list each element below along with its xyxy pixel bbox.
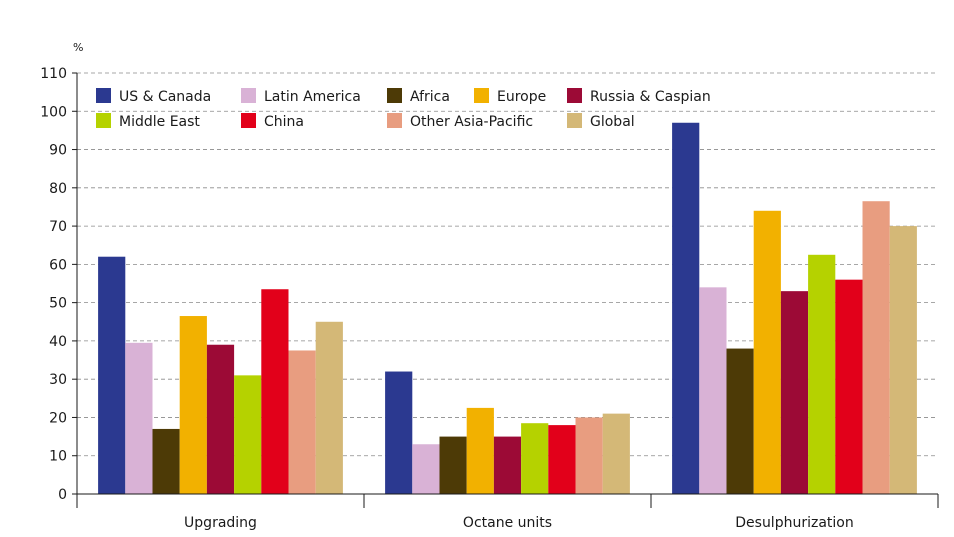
y-ticks: 0 10 20 30 40 50 60 70 80 90 100 110 (40, 66, 77, 503)
bar (575, 417, 603, 494)
y-tick-label: 80 (49, 181, 67, 197)
bar (753, 210, 781, 495)
bar (234, 375, 262, 494)
legend-swatch (474, 88, 489, 103)
legend-label: Africa (410, 89, 450, 105)
bar (261, 289, 289, 494)
bar (889, 226, 917, 494)
x-category-label: Upgrading (184, 515, 257, 531)
legend-swatch (241, 113, 256, 128)
bar (179, 316, 207, 494)
y-tick-label: 100 (40, 104, 67, 120)
x-category-label: Octane units (463, 515, 552, 531)
legend-label: Latin America (264, 89, 361, 105)
bar (315, 321, 343, 494)
bars (98, 122, 917, 495)
bar (699, 287, 727, 494)
x-categories: Upgrading Octane units Desulphurization (76, 494, 939, 531)
bar (493, 436, 522, 494)
y-tick-label: 40 (49, 334, 67, 350)
bar (808, 254, 836, 494)
axes: % (73, 41, 938, 495)
legend-swatch (241, 88, 256, 103)
bar (125, 342, 153, 494)
y-tick-label: 60 (49, 257, 67, 273)
y-tick-label: 30 (49, 372, 67, 388)
y-tick-label: 90 (49, 143, 67, 159)
y-tick-label: 70 (49, 219, 67, 235)
legend-swatch (567, 88, 582, 103)
bar (288, 350, 316, 494)
legend-label: Middle East (119, 114, 200, 130)
bar (206, 344, 235, 494)
legend-swatch (96, 88, 111, 103)
legend-label: Global (590, 114, 635, 130)
legend-swatch (387, 113, 402, 128)
bar (672, 122, 700, 494)
y-tick-label: 110 (40, 66, 67, 82)
legend-swatch (387, 88, 402, 103)
bar (835, 279, 863, 494)
bar (385, 371, 413, 494)
bar (726, 348, 754, 494)
x-category-label: Desulphurization (735, 515, 853, 531)
y-tick-label: 20 (49, 410, 67, 426)
legend-swatch (96, 113, 111, 128)
bar (521, 423, 549, 494)
legend-label: US & Canada (119, 89, 211, 105)
legend-swatch (567, 113, 582, 128)
bar (152, 428, 180, 494)
y-tick-label: 10 (49, 449, 67, 465)
bar (412, 444, 440, 494)
bar (98, 256, 126, 494)
bar (548, 425, 576, 494)
bar (862, 201, 890, 495)
legend: US & Canada Latin America Africa Europe Russ… (96, 88, 711, 130)
bar (602, 413, 630, 494)
y-axis-unit-label: % (73, 41, 83, 54)
y-tick-label: 0 (58, 487, 67, 503)
bar (439, 436, 467, 494)
legend-label: Other Asia-Pacific (410, 114, 533, 130)
bar (780, 291, 809, 494)
bar (466, 407, 494, 494)
legend-label: China (264, 114, 304, 130)
legend-label: Russia & Caspian (590, 89, 711, 105)
legend-label: Europe (497, 89, 546, 105)
y-tick-label: 50 (49, 296, 67, 312)
